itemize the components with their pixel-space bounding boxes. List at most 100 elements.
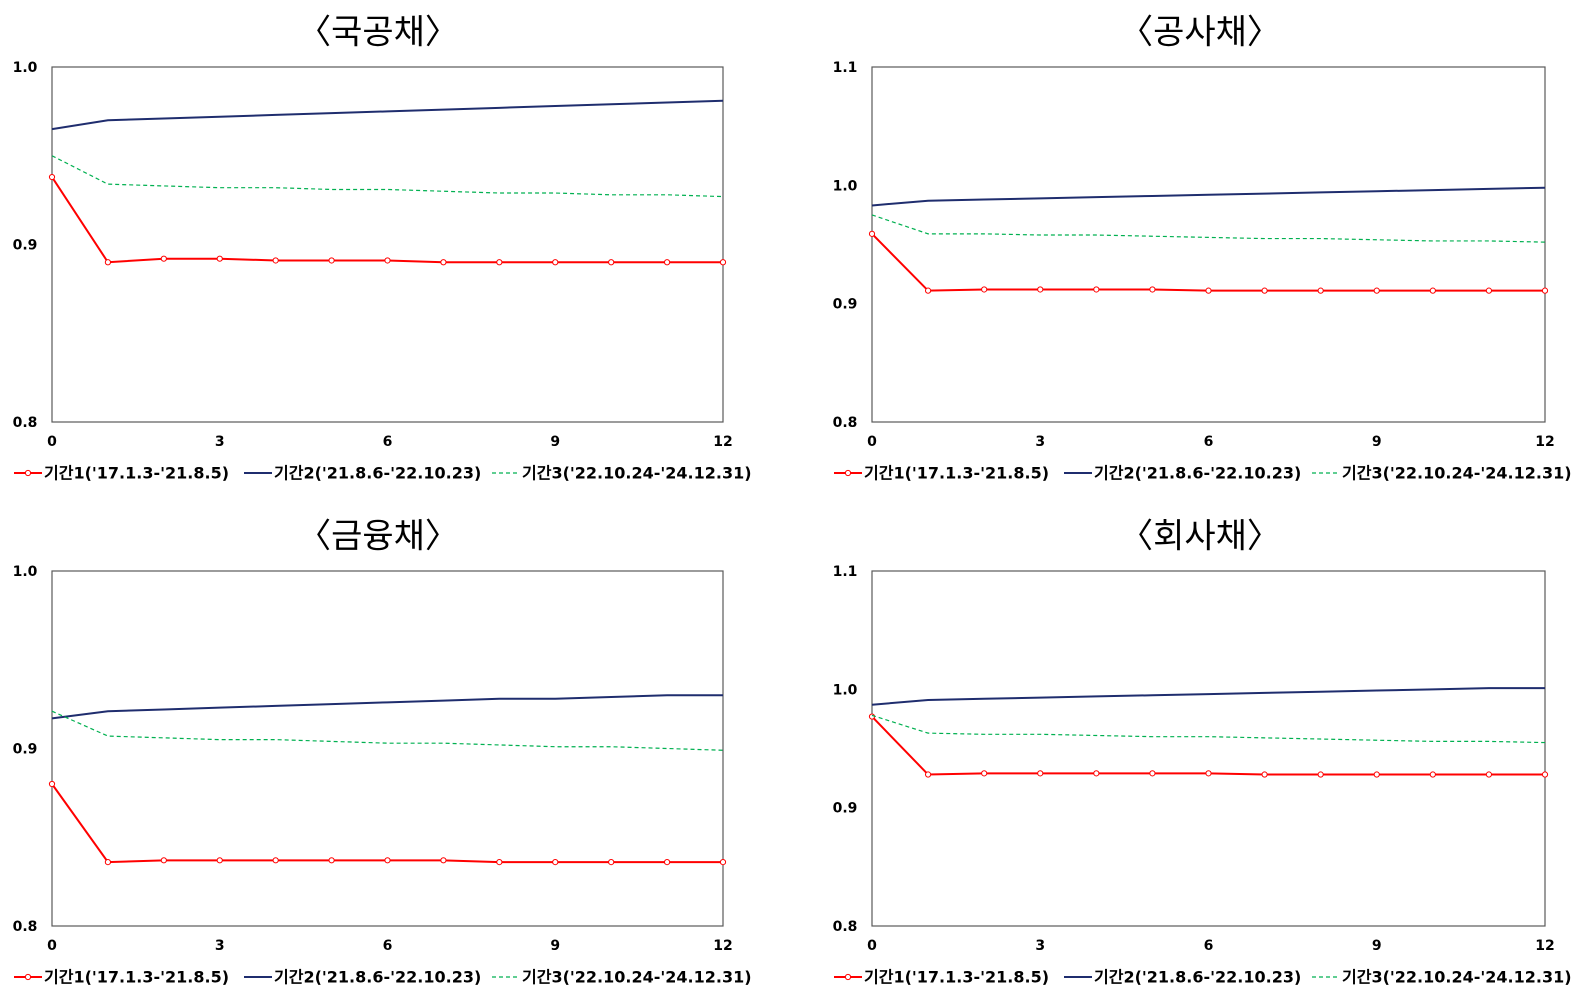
data-point bbox=[1205, 287, 1212, 294]
data-point bbox=[1373, 287, 1380, 294]
y-tick-label: 0.8 bbox=[13, 919, 38, 935]
plot-area bbox=[871, 66, 1546, 423]
y-tick-label: 1.0 bbox=[13, 564, 38, 580]
legend-item-2: 기간2('21.8.6-'22.10.23) bbox=[244, 464, 481, 483]
series-line-2 bbox=[51, 694, 723, 720]
legend-marker bbox=[24, 973, 32, 981]
data-point bbox=[608, 859, 615, 866]
x-tick-label: 6 bbox=[383, 938, 393, 954]
plot-area bbox=[51, 66, 724, 423]
series-line-3 bbox=[51, 710, 724, 751]
x-tick-label: 9 bbox=[550, 434, 560, 450]
y-tick-label: 1.1 bbox=[833, 60, 858, 76]
data-point bbox=[1429, 287, 1436, 294]
x-tick-label: 6 bbox=[1204, 434, 1214, 450]
y-tick-label: 0.9 bbox=[833, 297, 858, 313]
data-point bbox=[160, 857, 167, 864]
series-line-1 bbox=[51, 176, 723, 264]
y-tick-label: 0.8 bbox=[833, 919, 858, 935]
series-line-3 bbox=[871, 714, 1546, 744]
legend-marker bbox=[24, 469, 32, 477]
data-point bbox=[496, 259, 503, 266]
chart-title: 〈회사채〉 bbox=[1119, 517, 1281, 557]
data-point bbox=[104, 859, 112, 866]
x-tick-label: 0 bbox=[867, 434, 877, 450]
x-tick-label: 0 bbox=[47, 434, 57, 450]
legend-label: 기간1('17.1.3-'21.8.5) bbox=[44, 968, 229, 987]
data-point bbox=[1485, 287, 1493, 294]
legend-item-2: 기간2('21.8.6-'22.10.23) bbox=[1064, 968, 1301, 987]
legend-item-2: 기간2('21.8.6-'22.10.23) bbox=[1064, 464, 1301, 483]
data-point bbox=[924, 287, 932, 294]
chart-hoesachae: 〈회사채〉 0.8 0.9 1.0 1.1 0 3 6 9 12 기간1('17.1.3-'21.8… bbox=[833, 517, 1572, 987]
data-point bbox=[1149, 770, 1156, 777]
data-point bbox=[719, 859, 727, 866]
legend-item-3: 기간3('22.10.24-'24.12.31) bbox=[1312, 464, 1572, 483]
legend-item-1: 기간1('17.1.3-'21.8.5) bbox=[834, 464, 1049, 483]
chart-title: 〈공사채〉 bbox=[1119, 13, 1281, 53]
legend-item-1: 기간1('17.1.3-'21.8.5) bbox=[14, 968, 229, 987]
x-tick-label: 0 bbox=[867, 938, 877, 954]
chart-title: 〈국공채〉 bbox=[297, 13, 459, 53]
series-line-3 bbox=[871, 214, 1546, 243]
legend-item-2: 기간2('21.8.6-'22.10.23) bbox=[244, 968, 481, 987]
data-point bbox=[384, 257, 391, 264]
legend-label: 기간2('21.8.6-'22.10.23) bbox=[274, 464, 481, 483]
data-point bbox=[981, 770, 988, 777]
data-point bbox=[440, 857, 447, 864]
legend-label: 기간3('22.10.24-'24.12.31) bbox=[1342, 464, 1572, 483]
plot-area bbox=[51, 570, 724, 927]
legend-label: 기간1('17.1.3-'21.8.5) bbox=[44, 464, 229, 483]
data-point bbox=[1373, 771, 1380, 778]
chart-title: 〈금융채〉 bbox=[297, 517, 459, 557]
data-point bbox=[981, 286, 988, 293]
chart-gukgongchae: 〈국공채〉 0.8 0.9 1.0 0 3 6 9 12 기간1('17.1.3-'21.8.5)… bbox=[13, 13, 752, 483]
x-tick-label: 12 bbox=[1535, 938, 1554, 954]
x-tick-label: 12 bbox=[1535, 434, 1554, 450]
data-point bbox=[328, 857, 335, 864]
data-point bbox=[1317, 287, 1324, 294]
y-tick-label: 1.0 bbox=[13, 60, 38, 76]
data-point bbox=[663, 859, 671, 866]
data-point bbox=[1093, 286, 1100, 293]
data-point bbox=[496, 859, 503, 866]
data-point bbox=[160, 255, 167, 262]
x-tick-label: 9 bbox=[1372, 434, 1382, 450]
data-point bbox=[663, 259, 671, 266]
legend-item-1: 기간1('17.1.3-'21.8.5) bbox=[834, 968, 1049, 987]
data-point bbox=[272, 857, 279, 864]
legend-label: 기간2('21.8.6-'22.10.23) bbox=[1094, 464, 1301, 483]
data-point bbox=[216, 857, 223, 864]
legend-marker bbox=[844, 469, 852, 477]
data-point bbox=[1149, 286, 1156, 293]
data-point bbox=[552, 259, 559, 266]
data-point bbox=[272, 257, 279, 264]
legend-label: 기간3('22.10.24-'24.12.31) bbox=[522, 464, 752, 483]
data-point bbox=[48, 173, 56, 181]
x-tick-label: 12 bbox=[713, 434, 732, 450]
data-point bbox=[1037, 770, 1044, 777]
legend-item-3: 기간3('22.10.24-'24.12.31) bbox=[492, 968, 752, 987]
series-line-2 bbox=[871, 186, 1546, 207]
data-point bbox=[868, 230, 876, 237]
data-point bbox=[552, 859, 559, 866]
x-tick-label: 6 bbox=[383, 434, 393, 450]
x-tick-label: 3 bbox=[1035, 434, 1045, 450]
data-point bbox=[1037, 286, 1044, 293]
data-point bbox=[440, 259, 447, 266]
legend-label: 기간3('22.10.24-'24.12.31) bbox=[1342, 968, 1572, 987]
data-point bbox=[1541, 771, 1549, 778]
data-point bbox=[216, 255, 223, 262]
legend-marker bbox=[844, 973, 852, 981]
series-line-1 bbox=[871, 715, 1545, 776]
legend-item-3: 기간3('22.10.24-'24.12.31) bbox=[1312, 968, 1572, 987]
plot-area bbox=[871, 570, 1546, 927]
legend-label: 기간2('21.8.6-'22.10.23) bbox=[1094, 968, 1301, 987]
series-line-2 bbox=[871, 687, 1545, 706]
x-tick-label: 3 bbox=[1035, 938, 1045, 954]
x-tick-label: 6 bbox=[1204, 938, 1214, 954]
y-tick-label: 1.1 bbox=[833, 564, 858, 580]
series-line-1 bbox=[51, 783, 723, 864]
y-tick-label: 0.9 bbox=[13, 238, 38, 254]
